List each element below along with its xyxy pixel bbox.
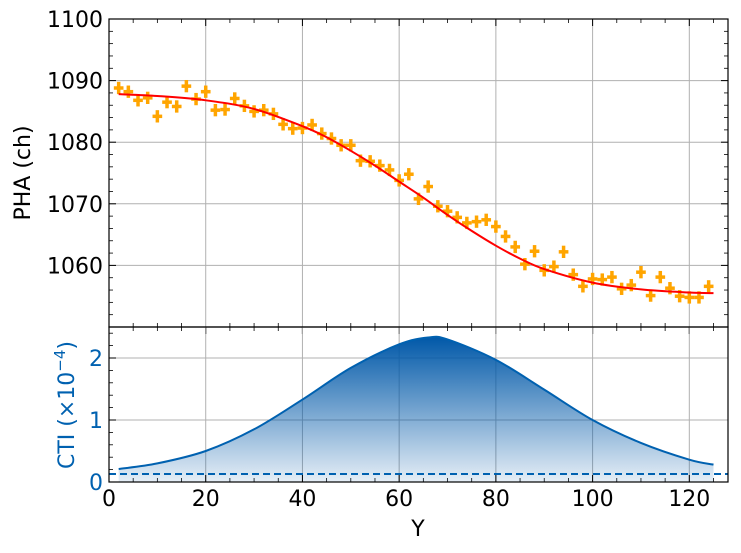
data-point	[113, 81, 124, 95]
data-point	[529, 245, 540, 258]
x-axis-title: Y	[410, 517, 425, 542]
top-panel-frame	[108, 18, 729, 328]
data-point	[645, 289, 656, 302]
top-panel-grid	[109, 18, 728, 327]
x-tick-label: 120	[668, 487, 710, 512]
data-point	[181, 79, 192, 93]
top-y-axis-title: PHA (ch)	[11, 125, 36, 220]
data-point	[403, 168, 414, 181]
x-tick-label: 40	[288, 487, 316, 512]
cti-area-fill	[118, 336, 714, 482]
data-point	[162, 96, 172, 109]
top-y-tick-label: 1100	[47, 8, 103, 33]
x-tick-label: 100	[572, 487, 614, 512]
data-point	[423, 180, 434, 193]
data-point	[578, 280, 588, 293]
top-y-tick-label: 1090	[47, 70, 103, 95]
bottom-panel-data	[109, 335, 728, 482]
cti-curve	[118, 335, 714, 470]
bottom-y-tick-label: 0	[89, 471, 103, 496]
bottom-y-tick-label: 1	[89, 409, 103, 434]
top-y-tick-label: 1070	[47, 193, 103, 218]
data-point	[171, 100, 182, 113]
x-tick-label: 0	[102, 487, 116, 512]
data-point	[229, 92, 240, 105]
bottom-panel-frame	[108, 326, 729, 483]
data-point	[500, 230, 511, 243]
data-point	[142, 91, 153, 105]
data-point	[200, 85, 211, 98]
data-point	[703, 280, 714, 293]
data-point	[471, 215, 482, 228]
bottom-y-axis-title: CTI (×10−4)	[51, 341, 80, 469]
data-point	[133, 94, 143, 107]
data-point	[123, 85, 134, 98]
data-point	[549, 260, 559, 273]
x-tick-label: 80	[482, 487, 510, 512]
data-point	[287, 122, 298, 135]
data-point	[636, 266, 646, 279]
top-panel-data	[113, 79, 714, 304]
top-y-tick-label: 1080	[47, 131, 103, 156]
data-point	[210, 104, 221, 117]
data-point	[491, 220, 501, 233]
x-tick-label: 20	[192, 487, 220, 512]
data-point	[278, 118, 288, 131]
data-point	[220, 103, 230, 116]
data-point	[152, 110, 163, 123]
data-point	[607, 270, 617, 284]
data-point	[616, 282, 627, 295]
x-tick-label: 60	[385, 487, 413, 512]
bottom-panel-ticks: 0 20 40 60 80 100 120 0 1 2	[89, 332, 710, 512]
top-y-tick-label: 1060	[47, 254, 103, 279]
data-point	[655, 270, 666, 284]
fit-line	[118, 93, 714, 295]
data-point	[481, 213, 492, 226]
data-point	[558, 245, 569, 259]
data-point	[510, 240, 521, 254]
data-point	[345, 139, 356, 152]
bottom-y-tick-label: 2	[89, 347, 103, 372]
data-point	[249, 105, 259, 118]
data-point	[307, 118, 317, 132]
